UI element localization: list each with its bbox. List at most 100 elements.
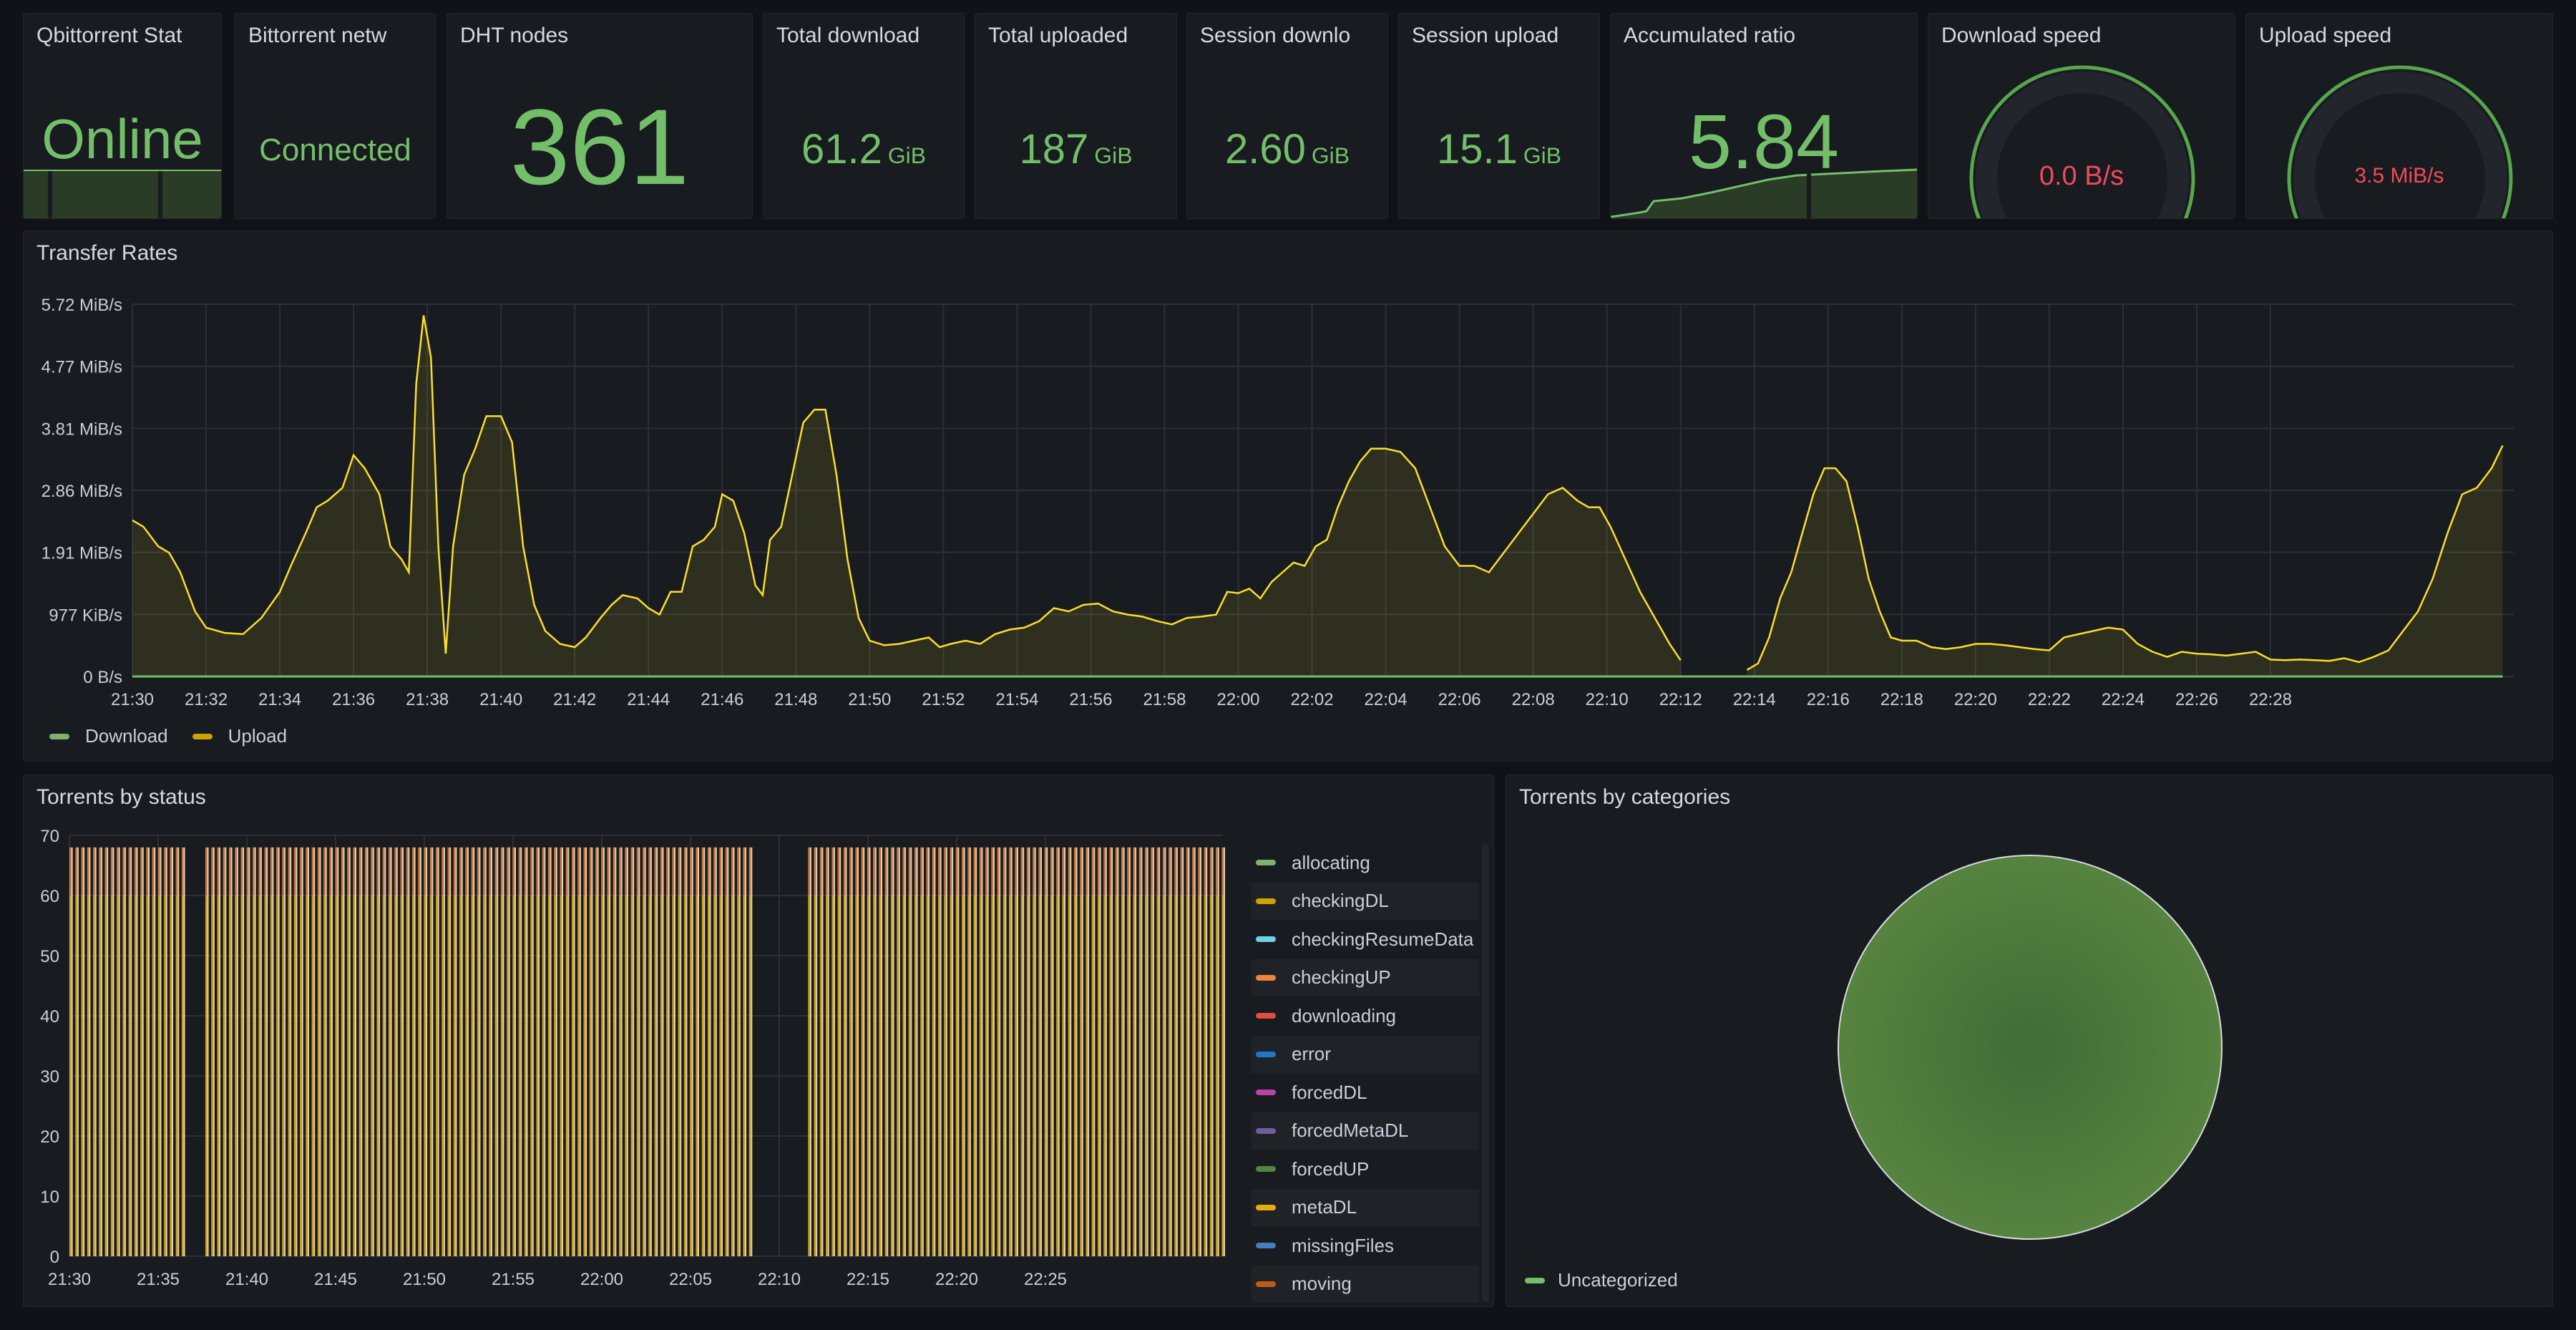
status-bar-moving xyxy=(1020,847,1023,895)
transfer-rates-panel[interactable]: Transfer Rates 0 B/s 977 KiB/s 1.91 MiB/s 2… xyxy=(23,230,2553,762)
status-bar-moving xyxy=(518,847,521,895)
status-bar-moving xyxy=(317,847,320,895)
status-bar-moving xyxy=(997,847,1000,895)
status-bar-moving xyxy=(678,847,680,895)
total-uploaded-panel[interactable]: Total uploaded 187 GiB xyxy=(975,13,1177,219)
x-tick-label: 22:10 xyxy=(758,1270,801,1289)
status-bar-highlight xyxy=(874,847,877,1256)
upload-speed-panel[interactable]: Upload speed 3.5 MiB/s xyxy=(2245,13,2553,219)
status-bar-moving xyxy=(1192,847,1194,895)
status-bar-moving xyxy=(69,847,72,895)
network-value: Connected xyxy=(259,132,411,168)
x-tick-label: 21:42 xyxy=(553,690,596,709)
legend-item-downloading[interactable]: downloading xyxy=(1252,997,1479,1034)
status-bar-highlight xyxy=(230,847,233,1256)
download-speed-panel[interactable]: Download speed 0.0 B/s xyxy=(1928,13,2235,219)
status-bar-missingfiles xyxy=(512,895,514,1256)
status-bar-highlight xyxy=(928,847,930,1256)
status-bar-highlight xyxy=(703,847,706,1256)
legend-item-missingfiles[interactable]: missingFiles xyxy=(1252,1227,1479,1264)
status-bar-moving xyxy=(235,847,237,895)
status-bar-missingfiles xyxy=(601,895,603,1256)
x-tick-label: 22:14 xyxy=(1733,690,1776,709)
status-bar-missingfiles xyxy=(660,895,663,1256)
dht-value: 361 xyxy=(509,87,690,207)
status-bar-moving xyxy=(258,847,260,895)
torrents-by-categories-panel[interactable]: Torrents by categories Uncategorized xyxy=(1506,775,2553,1307)
legend-item-checkingdl[interactable]: checkingDL xyxy=(1252,882,1479,920)
x-tick-label: 22:10 xyxy=(1586,690,1629,709)
dht-nodes-panel[interactable]: DHT nodes 361 xyxy=(447,13,753,219)
status-bar-highlight xyxy=(1064,847,1066,1256)
status-bar-missingfiles xyxy=(1080,895,1082,1256)
legend-label: forcedMetaDL xyxy=(1292,1120,1409,1141)
status-bar-highlight xyxy=(502,847,504,1256)
status-bar-moving xyxy=(1009,847,1011,895)
status-bar-missingfiles xyxy=(743,895,746,1256)
status-bar-moving xyxy=(175,847,178,895)
status-bar-highlight xyxy=(154,847,156,1256)
status-bar-highlight xyxy=(1217,847,1219,1256)
legend-item-moving[interactable]: moving xyxy=(1252,1265,1479,1302)
legend-item-forceddl[interactable]: forcedDL xyxy=(1252,1074,1479,1111)
session-uploaded-panel[interactable]: Session upload 15.1 GiB xyxy=(1398,13,1600,219)
status-bar-missingfiles xyxy=(447,895,450,1256)
status-bar-missingfiles xyxy=(1068,895,1070,1256)
panel-title: Qbittorrent Stat xyxy=(36,24,182,47)
status-bar-highlight xyxy=(301,847,303,1256)
status-bar-missingfiles xyxy=(500,895,503,1256)
legend-label: downloading xyxy=(1292,1004,1397,1026)
status-bar-moving xyxy=(1145,847,1147,895)
status-bar-missingfiles xyxy=(170,895,172,1256)
status-bar-moving xyxy=(507,847,509,895)
status-bar-highlight xyxy=(827,847,829,1256)
legend-item-upload[interactable]: Upload xyxy=(192,725,287,747)
status-bar-moving xyxy=(436,847,438,895)
status-bar-moving xyxy=(358,847,361,895)
legend-item-metadl[interactable]: metaDL xyxy=(1252,1188,1479,1226)
status-bar-highlight xyxy=(904,847,907,1256)
legend-item-forcedup[interactable]: forcedUP xyxy=(1252,1150,1479,1188)
categories-legend-item[interactable]: Uncategorized xyxy=(1525,1269,1678,1291)
status-bar-highlight xyxy=(691,847,693,1256)
status-bar-missingfiles xyxy=(985,895,987,1256)
legend-item-checkingup[interactable]: checkingUP xyxy=(1252,958,1479,996)
status-bar-missingfiles xyxy=(300,895,302,1256)
qbittorrent-status-panel[interactable]: Qbittorrent Stat Online xyxy=(23,13,222,219)
status-bar-highlight xyxy=(1223,847,1225,1256)
status-bar-moving xyxy=(707,847,710,895)
status-bar-moving xyxy=(701,847,704,895)
legend-item-error[interactable]: error xyxy=(1252,1035,1479,1073)
status-bar-missingfiles xyxy=(979,895,982,1256)
status-bar-highlight xyxy=(225,847,227,1256)
status-bar-highlight xyxy=(816,847,818,1256)
status-bar-highlight xyxy=(266,847,268,1256)
status-bar-moving xyxy=(583,847,586,895)
legend-item-download[interactable]: Download xyxy=(49,725,168,747)
legend-scrollbar[interactable] xyxy=(1482,844,1489,1302)
accumulated-ratio-panel[interactable]: Accumulated ratio 5.84 xyxy=(1610,13,1918,219)
status-bar-moving xyxy=(748,847,751,895)
gauge-threshold-outer xyxy=(2287,65,2513,218)
status-bar-missingfiles xyxy=(276,895,278,1256)
y-tick-label: 10 xyxy=(40,1188,59,1207)
status-bar-highlight xyxy=(1010,847,1013,1256)
bittorrent-network-panel[interactable]: Bittorrent netw Connected xyxy=(235,13,436,219)
status-bar-missingfiles xyxy=(613,895,615,1256)
status-bar-missingfiles xyxy=(1050,895,1053,1256)
session-downloaded-panel[interactable]: Session downlo 2.60 GiB xyxy=(1186,13,1388,219)
legend-item-forcedmetadl[interactable]: forcedMetaDL xyxy=(1252,1112,1479,1150)
download-speed-gauge xyxy=(1969,65,2195,218)
legend-item-allocating[interactable]: allocating xyxy=(1252,844,1479,881)
torrents-by-status-panel[interactable]: Torrents by status 0 10 20 30 40 50 60 70 21:30 2… xyxy=(23,775,1494,1307)
status-bar-moving xyxy=(648,847,650,895)
status-bar-highlight xyxy=(851,847,853,1256)
x-tick-label: 22:25 xyxy=(1024,1270,1067,1289)
status-bar-moving xyxy=(311,847,314,895)
status-bar-missingfiles xyxy=(347,895,349,1256)
total-downloaded-panel[interactable]: Total download 61.2 GiB xyxy=(763,13,965,219)
status-bar-moving xyxy=(157,847,160,895)
status-bar-highlight xyxy=(544,847,546,1256)
legend-item-checkingresumedata[interactable]: checkingResumeData xyxy=(1252,921,1479,958)
status-bar-missingfiles xyxy=(211,895,213,1256)
